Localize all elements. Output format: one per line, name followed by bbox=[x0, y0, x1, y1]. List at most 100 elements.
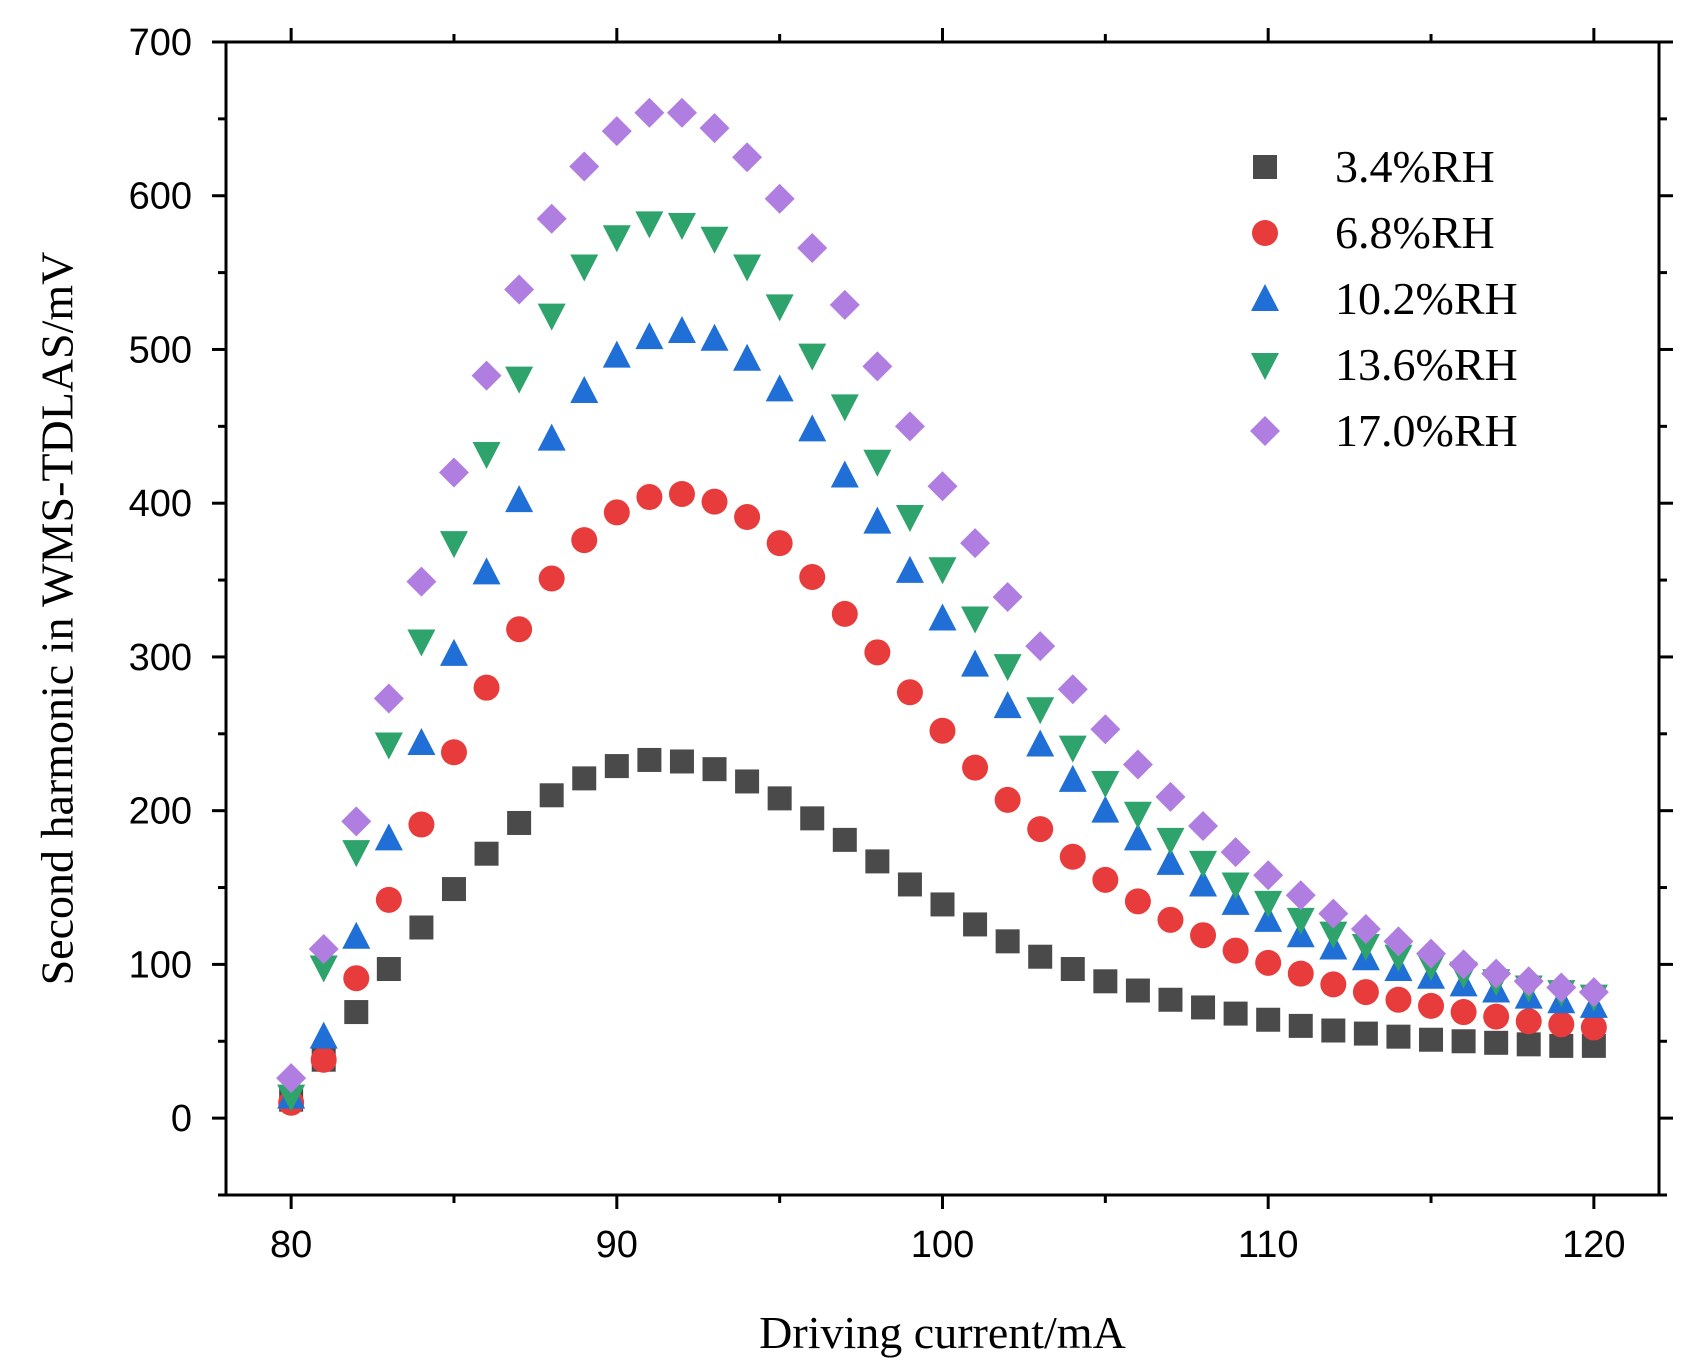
data-point bbox=[1287, 960, 1314, 987]
data-point bbox=[668, 480, 695, 507]
y-tick-label: 0 bbox=[171, 1098, 192, 1140]
tick-labels: 80 90 100 110 120 0 100 200 300 400 500 600 700 bbox=[129, 22, 1626, 1266]
data-point bbox=[1351, 933, 1380, 961]
data-point bbox=[343, 965, 370, 992]
data-point bbox=[895, 505, 924, 533]
data-point bbox=[928, 603, 957, 631]
legend-label: 6.8%RH bbox=[1335, 207, 1495, 258]
data-point bbox=[830, 394, 859, 422]
data-point bbox=[409, 915, 434, 940]
data-point bbox=[767, 786, 792, 811]
data-point bbox=[439, 531, 468, 559]
data-point bbox=[537, 423, 566, 451]
data-point bbox=[439, 638, 468, 666]
data-point bbox=[1285, 880, 1316, 911]
legend-marker bbox=[1251, 353, 1279, 380]
y-axis-title: Second harmonic in WMS-TDLAS/mV bbox=[32, 252, 83, 986]
data-point bbox=[441, 877, 466, 902]
data-point bbox=[897, 872, 922, 897]
y-tick-label: 200 bbox=[129, 791, 192, 833]
data-point bbox=[1385, 986, 1412, 1013]
data-point bbox=[1450, 999, 1477, 1026]
data-point bbox=[963, 912, 988, 937]
data-point bbox=[1122, 749, 1153, 780]
legend-label: 3.4%RH bbox=[1335, 141, 1495, 192]
legend-label: 13.6%RH bbox=[1335, 339, 1518, 390]
data-point bbox=[863, 449, 892, 477]
data-point bbox=[896, 679, 923, 706]
x-tick-label: 80 bbox=[270, 1224, 312, 1266]
legend-marker bbox=[1251, 284, 1279, 311]
data-point bbox=[1549, 1033, 1574, 1058]
data-point bbox=[1319, 921, 1348, 949]
data-point bbox=[701, 488, 728, 515]
data-point bbox=[1286, 907, 1315, 935]
data-point bbox=[1255, 949, 1282, 976]
data-point bbox=[376, 957, 401, 982]
data-point bbox=[765, 374, 794, 402]
data-point bbox=[636, 484, 663, 511]
data-point bbox=[276, 1063, 307, 1094]
data-point bbox=[342, 840, 371, 868]
data-point bbox=[635, 211, 664, 239]
data-point bbox=[800, 806, 825, 831]
data-point bbox=[864, 639, 891, 666]
data-point bbox=[308, 934, 339, 965]
data-point bbox=[993, 654, 1022, 682]
legend-label: 10.2%RH bbox=[1335, 273, 1518, 324]
data-point bbox=[1220, 837, 1251, 868]
data-point bbox=[962, 754, 989, 781]
data-point bbox=[797, 233, 828, 264]
x-tick-label: 90 bbox=[596, 1224, 638, 1266]
data-point bbox=[374, 732, 403, 760]
x-axis-title: Driving current/mA bbox=[759, 1307, 1126, 1358]
data-point bbox=[536, 203, 567, 234]
data-point bbox=[1352, 979, 1379, 1006]
data-point bbox=[1418, 992, 1445, 1019]
data-point bbox=[602, 340, 631, 368]
data-point bbox=[310, 1046, 337, 1073]
data-point bbox=[666, 97, 697, 128]
data-points bbox=[276, 97, 1609, 1116]
data-point bbox=[569, 151, 600, 182]
data-point bbox=[374, 823, 403, 851]
data-point bbox=[993, 691, 1022, 719]
y-tick-label: 600 bbox=[129, 176, 192, 218]
data-point bbox=[572, 766, 597, 791]
data-point bbox=[507, 810, 532, 835]
data-point bbox=[1057, 674, 1088, 705]
x-tick-label: 120 bbox=[1562, 1224, 1625, 1266]
data-point bbox=[829, 289, 860, 320]
data-point bbox=[1124, 888, 1151, 915]
x-tick-label: 110 bbox=[1238, 1224, 1299, 1266]
series-1 bbox=[279, 747, 1606, 1112]
data-point bbox=[1091, 795, 1120, 823]
data-point bbox=[1353, 1021, 1378, 1046]
data-point bbox=[1223, 1001, 1248, 1026]
data-point bbox=[669, 749, 694, 774]
data-point bbox=[505, 485, 534, 513]
data-point bbox=[928, 557, 957, 585]
data-point bbox=[472, 442, 501, 470]
data-point bbox=[1254, 890, 1283, 918]
data-point bbox=[373, 683, 404, 714]
legend-marker bbox=[1252, 220, 1278, 246]
data-point bbox=[342, 921, 371, 949]
data-point bbox=[1123, 801, 1152, 829]
data-point bbox=[702, 757, 727, 782]
data-point bbox=[1028, 944, 1053, 969]
data-point bbox=[1190, 922, 1217, 949]
data-point bbox=[1093, 969, 1118, 994]
data-point bbox=[1060, 957, 1085, 982]
data-point bbox=[798, 414, 827, 442]
data-point bbox=[1448, 949, 1479, 980]
data-point bbox=[929, 717, 956, 744]
data-point bbox=[1125, 978, 1150, 1003]
data-point bbox=[1025, 631, 1056, 662]
data-point bbox=[994, 786, 1021, 813]
y-tick-label: 700 bbox=[129, 22, 192, 64]
data-point bbox=[539, 783, 564, 808]
data-point bbox=[865, 849, 890, 874]
data-point bbox=[1188, 811, 1219, 842]
data-point bbox=[1513, 966, 1544, 997]
